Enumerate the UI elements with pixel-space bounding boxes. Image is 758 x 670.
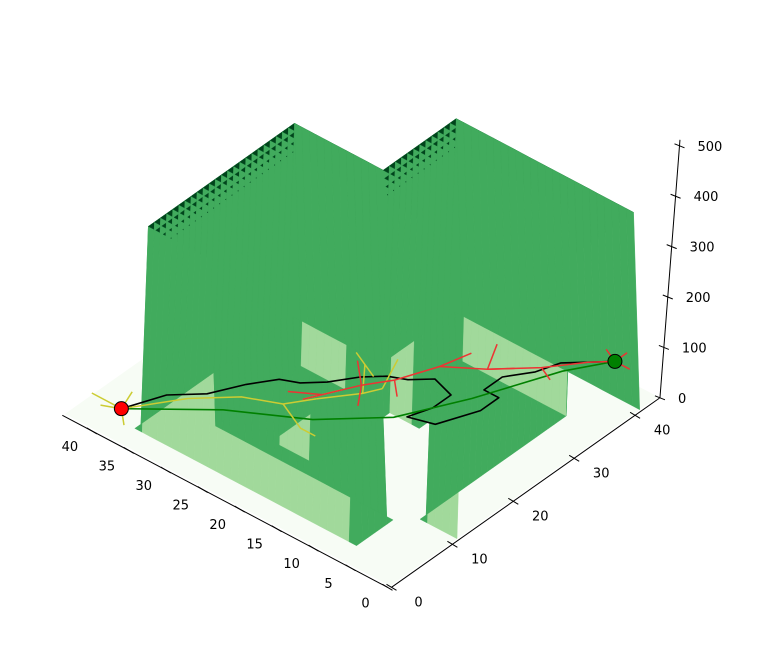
x-tick-label: 5 — [324, 577, 332, 592]
z-tick-label: 100 — [682, 341, 707, 356]
y-tick-mark — [629, 411, 641, 419]
x-tick-mark — [308, 544, 319, 552]
x-tick-mark — [197, 486, 209, 493]
goal-marker — [607, 353, 623, 369]
y-tick-mark — [568, 454, 580, 462]
goal-tree-branch — [357, 385, 363, 407]
y-tick-mark — [386, 583, 397, 591]
x-tick-label: 25 — [172, 499, 189, 514]
z-tick-label: 300 — [690, 241, 715, 256]
y-tick-label: 20 — [532, 509, 549, 524]
x-tick-label: 0 — [361, 596, 369, 611]
goal-tree-branch — [540, 367, 551, 381]
goal-tree-branch — [439, 352, 472, 368]
start-tree-branch — [282, 403, 316, 437]
z-tick-mark — [662, 294, 673, 300]
x-tick-label: 10 — [283, 557, 300, 572]
y-tick-mark — [447, 540, 458, 548]
z-tick-label: 500 — [697, 140, 722, 155]
start-tree-branch — [355, 351, 375, 378]
x-tick-label: 15 — [246, 538, 263, 553]
final-path — [121, 360, 615, 426]
z-tick-label: 400 — [694, 190, 719, 205]
start-tree-branch — [381, 359, 399, 390]
x-tick-mark — [271, 525, 282, 533]
x-tick-mark — [86, 427, 98, 435]
x-axis-line — [62, 414, 388, 588]
x-tick-mark — [382, 583, 393, 591]
direct-path — [121, 360, 616, 421]
goal-tree-branch — [486, 343, 498, 370]
z-tick-label: 200 — [686, 291, 711, 306]
goal-tree-branch — [356, 360, 363, 386]
path-layer — [91, 343, 631, 437]
z-tick-label: 0 — [678, 392, 686, 407]
y-axis-line — [391, 397, 660, 588]
goal-tree-branch — [393, 379, 398, 397]
x-tick-mark — [234, 505, 245, 513]
z-tick-mark — [670, 193, 681, 199]
y-tick-label: 40 — [654, 423, 671, 438]
z-tick-mark — [654, 395, 666, 401]
y-tick-label: 10 — [471, 552, 488, 567]
x-tick-mark — [160, 466, 172, 474]
y-tick-label: 30 — [593, 466, 610, 481]
start-tree-branch — [361, 364, 366, 394]
y-tick-mark — [508, 497, 519, 505]
z-axis-line — [659, 139, 681, 398]
goal-tree-branch — [487, 367, 515, 370]
x-tick-label: 40 — [62, 440, 79, 455]
axes: 0510152025303540010203040010020030040050… — [62, 139, 722, 611]
surface-cell — [625, 208, 640, 411]
x-tick-mark — [123, 447, 135, 454]
x-tick-mark — [345, 564, 356, 572]
z-tick-mark — [674, 143, 685, 149]
start-marker — [113, 401, 129, 417]
x-tick-label: 35 — [99, 459, 116, 474]
z-tick-mark — [658, 344, 670, 350]
wall-surface — [134, 118, 640, 546]
goal-tree-branch — [302, 393, 323, 401]
x-tick-label: 20 — [209, 518, 226, 533]
x-tick-label: 30 — [136, 479, 153, 494]
start-tree-branch — [121, 396, 317, 410]
y-tick-label: 0 — [414, 595, 422, 610]
z-tick-mark — [666, 244, 677, 250]
